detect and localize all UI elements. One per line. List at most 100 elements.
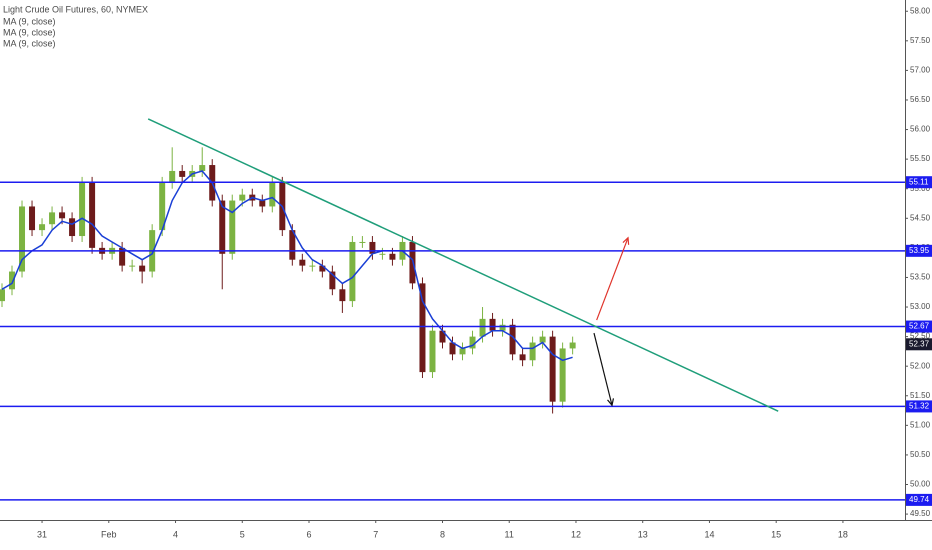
level-label: 55.11	[909, 177, 929, 186]
level-label-box	[906, 176, 932, 189]
y-tick-label: 55.50	[910, 154, 931, 163]
candle-body	[139, 265, 146, 272]
x-tick-label: 12	[571, 529, 581, 539]
y-tick-label: 53.00	[910, 302, 931, 311]
y-tick-label: 50.00	[910, 480, 931, 489]
x-tick-label: 7	[373, 529, 378, 539]
candle-body	[0, 289, 6, 302]
chart-title: Light Crude Oil Futures, 60, NYMEX	[3, 4, 148, 14]
y-tick-label: 57.00	[910, 66, 931, 75]
candle-body	[259, 200, 266, 207]
candle-body	[269, 182, 276, 207]
candle-body	[459, 348, 466, 355]
candle-body	[19, 206, 26, 272]
candle-body	[219, 200, 226, 254]
y-tick-label: 50.50	[910, 450, 931, 459]
candle-body	[489, 318, 496, 331]
candle-body	[329, 271, 336, 290]
level-label-box	[906, 400, 932, 413]
y-tick-label: 49.50	[910, 509, 931, 518]
candle-body	[229, 200, 236, 254]
candle-body	[539, 336, 546, 343]
candle-body	[119, 247, 126, 266]
candle-body	[299, 259, 306, 266]
candle-body	[199, 165, 206, 171]
candle-body	[449, 342, 456, 355]
x-tick-label: Feb	[101, 529, 117, 539]
candle-body	[309, 265, 316, 267]
legend-entry: MA (9, close)	[3, 16, 56, 26]
y-tick-label: 52.50	[910, 332, 931, 341]
candle-body	[69, 218, 76, 237]
legend-entry: MA (9, close)	[3, 27, 56, 37]
candle-body	[179, 170, 186, 177]
candle-body	[239, 194, 246, 201]
last-price-box	[906, 338, 932, 351]
candle-body	[129, 265, 136, 267]
y-tick-label: 51.50	[910, 391, 931, 400]
candle-body	[499, 324, 506, 331]
x-tick-label: 15	[771, 529, 781, 539]
last-price-label: 52.37	[909, 339, 930, 348]
candle-body	[9, 271, 16, 290]
y-tick-label: 53.50	[910, 273, 931, 282]
arrow-head	[607, 398, 615, 407]
candle-body	[359, 241, 366, 243]
candle-body	[79, 182, 86, 237]
candle-body	[169, 170, 176, 183]
level-label: 52.67	[909, 322, 930, 331]
candle-body	[509, 324, 516, 355]
candle-body	[519, 354, 526, 361]
level-label-box	[906, 320, 932, 333]
level-label-box	[906, 493, 932, 506]
candle-body	[29, 206, 36, 231]
candle-body	[159, 182, 166, 231]
y-tick-label: 56.50	[910, 95, 931, 104]
candle-body	[469, 336, 476, 349]
candle-body	[549, 336, 556, 402]
candle-body	[349, 241, 356, 302]
arrow-head	[622, 236, 630, 245]
y-tick-label: 56.00	[910, 125, 931, 134]
level-label: 53.95	[909, 246, 930, 255]
y-tick-label: 55.00	[910, 184, 931, 193]
candle-body	[419, 283, 426, 373]
trendline	[147, 118, 779, 412]
y-tick-label: 54.50	[910, 213, 931, 222]
legend-entry: MA (9, close)	[3, 38, 56, 48]
x-tick-label: 13	[638, 529, 648, 539]
candle-body	[89, 182, 96, 248]
candle-body	[389, 253, 396, 260]
y-tick-label: 52.00	[910, 361, 931, 370]
x-tick-label: 11	[505, 529, 514, 539]
y-tick-label: 57.50	[910, 36, 931, 45]
moving-average-line	[1, 170, 573, 362]
arrow-shaft	[596, 237, 629, 321]
candle-body	[379, 253, 386, 255]
y-tick-label: 51.00	[910, 420, 931, 429]
arrow-shaft	[593, 332, 613, 406]
candle-body	[439, 330, 446, 343]
x-tick-label: 14	[704, 529, 714, 539]
x-tick-label: 6	[307, 529, 312, 539]
candle-body	[289, 230, 296, 260]
level-label: 49.74	[909, 495, 930, 504]
candle-body	[479, 318, 486, 337]
candle-body	[369, 241, 376, 254]
candle-body	[39, 224, 46, 231]
candle-body	[59, 212, 66, 219]
x-tick-label: 4	[173, 529, 178, 539]
candle-body	[529, 342, 536, 361]
y-tick-label: 58.00	[910, 6, 931, 15]
candle-body	[49, 212, 56, 225]
candle-body	[319, 265, 326, 272]
candle-body	[569, 342, 576, 349]
candle-body	[339, 289, 346, 302]
candle-body	[559, 348, 566, 402]
x-tick-label: 18	[838, 529, 848, 539]
x-tick-label: 5	[240, 529, 245, 539]
level-label: 51.32	[909, 402, 930, 411]
candle-body	[429, 330, 436, 373]
